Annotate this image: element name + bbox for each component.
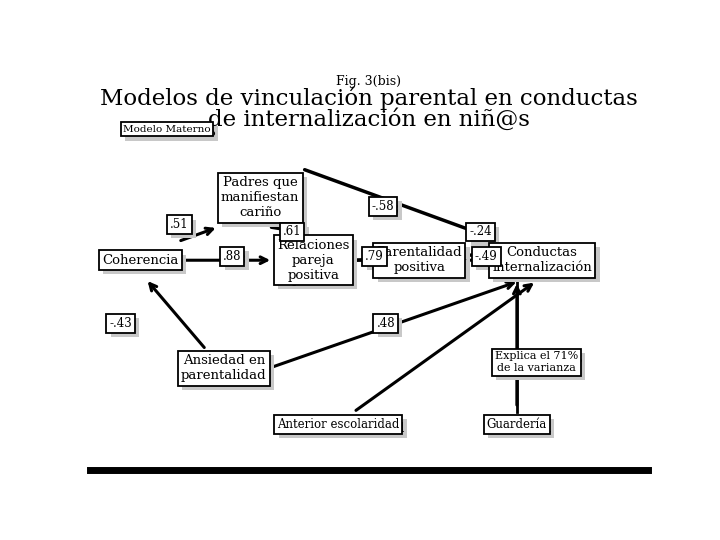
Text: .88: .88: [223, 249, 241, 262]
Text: Modelo Materno: Modelo Materno: [123, 125, 211, 134]
Text: .61: .61: [283, 226, 301, 239]
Text: .79: .79: [369, 254, 388, 267]
Text: Fig. 3(bis): Fig. 3(bis): [336, 75, 402, 88]
Text: -.24: -.24: [469, 226, 492, 239]
Text: Coherencia: Coherencia: [102, 254, 179, 267]
Text: Padres que
manifiestan
cariño: Padres que manifiestan cariño: [221, 177, 300, 219]
Text: -.49: -.49: [474, 249, 498, 262]
Text: -.58: -.58: [376, 204, 399, 217]
Text: Explica el 71%
de la varianza: Explica el 71% de la varianza: [495, 352, 578, 373]
Text: .48: .48: [377, 317, 395, 330]
Text: Coherencia: Coherencia: [107, 258, 183, 271]
Text: .48: .48: [381, 321, 400, 334]
Text: -.43: -.43: [109, 317, 132, 330]
Text: -.58: -.58: [372, 200, 395, 213]
Text: Conductas
internalización: Conductas internalización: [497, 251, 596, 279]
Text: Conductas
internalización: Conductas internalización: [492, 246, 592, 274]
Text: Anterior escolaridad: Anterior escolaridad: [277, 418, 400, 431]
Text: .51: .51: [174, 222, 193, 235]
Text: Modelos de vinculación parental en conductas: Modelos de vinculación parental en condu…: [100, 86, 638, 110]
Text: -.24: -.24: [474, 230, 496, 242]
Text: Ansiedad en
parentalidad: Ansiedad en parentalidad: [186, 359, 271, 387]
Text: Guardería: Guardería: [487, 418, 547, 431]
Text: Relaciones
pareja
positiva: Relaciones pareja positiva: [282, 243, 354, 286]
Text: .79: .79: [365, 249, 384, 262]
Text: -.43: -.43: [114, 321, 137, 334]
Text: Relaciones
pareja
positiva: Relaciones pareja positiva: [277, 239, 349, 282]
Text: Padres que
manifiestan
cariño: Padres que manifiestan cariño: [225, 180, 304, 224]
Text: Modelo Materno: Modelo Materno: [127, 129, 215, 138]
Text: Parentalidad
positiva: Parentalidad positiva: [377, 246, 462, 274]
Text: Anterior escolaridad: Anterior escolaridad: [282, 422, 404, 435]
Text: Parentalidad
positiva: Parentalidad positiva: [381, 251, 467, 279]
Text: .61: .61: [287, 230, 306, 242]
Text: Explica el 71%
de la varianza: Explica el 71% de la varianza: [499, 355, 582, 377]
Text: -.49: -.49: [480, 254, 502, 267]
Text: Guardería: Guardería: [491, 422, 552, 435]
Text: .51: .51: [170, 218, 189, 231]
Text: .88: .88: [228, 254, 246, 267]
Text: Ansiedad en
parentalidad: Ansiedad en parentalidad: [181, 354, 266, 382]
Text: de internalización en niñ@s: de internalización en niñ@s: [208, 109, 530, 131]
